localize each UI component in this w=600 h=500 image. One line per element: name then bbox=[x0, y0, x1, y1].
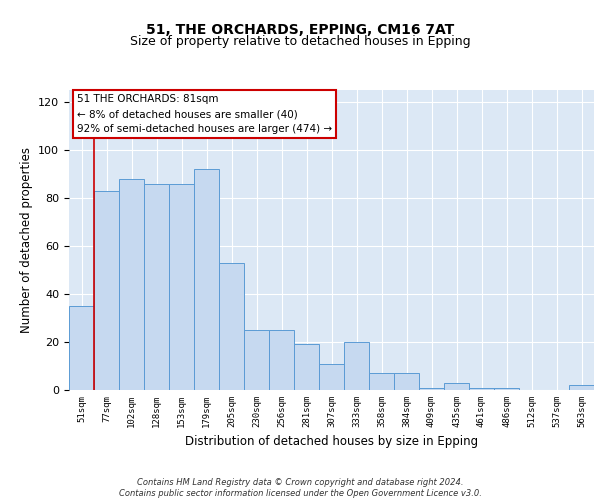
Bar bbox=[294, 344, 319, 390]
Bar bbox=[194, 169, 219, 390]
X-axis label: Distribution of detached houses by size in Epping: Distribution of detached houses by size … bbox=[185, 436, 478, 448]
Bar bbox=[394, 373, 419, 390]
Y-axis label: Number of detached properties: Number of detached properties bbox=[20, 147, 32, 333]
Bar bbox=[69, 306, 94, 390]
Bar bbox=[369, 373, 394, 390]
Bar bbox=[94, 191, 119, 390]
Bar bbox=[269, 330, 294, 390]
Bar bbox=[144, 184, 169, 390]
Bar bbox=[219, 263, 244, 390]
Bar bbox=[169, 184, 194, 390]
Bar bbox=[469, 388, 494, 390]
Bar bbox=[244, 330, 269, 390]
Bar bbox=[569, 385, 594, 390]
Text: Contains HM Land Registry data © Crown copyright and database right 2024.
Contai: Contains HM Land Registry data © Crown c… bbox=[119, 478, 481, 498]
Text: Size of property relative to detached houses in Epping: Size of property relative to detached ho… bbox=[130, 35, 470, 48]
Bar bbox=[444, 383, 469, 390]
Bar bbox=[494, 388, 519, 390]
Bar bbox=[419, 388, 444, 390]
Text: 51 THE ORCHARDS: 81sqm
← 8% of detached houses are smaller (40)
92% of semi-deta: 51 THE ORCHARDS: 81sqm ← 8% of detached … bbox=[77, 94, 332, 134]
Bar bbox=[319, 364, 344, 390]
Bar bbox=[119, 179, 144, 390]
Text: 51, THE ORCHARDS, EPPING, CM16 7AT: 51, THE ORCHARDS, EPPING, CM16 7AT bbox=[146, 22, 454, 36]
Bar bbox=[344, 342, 369, 390]
